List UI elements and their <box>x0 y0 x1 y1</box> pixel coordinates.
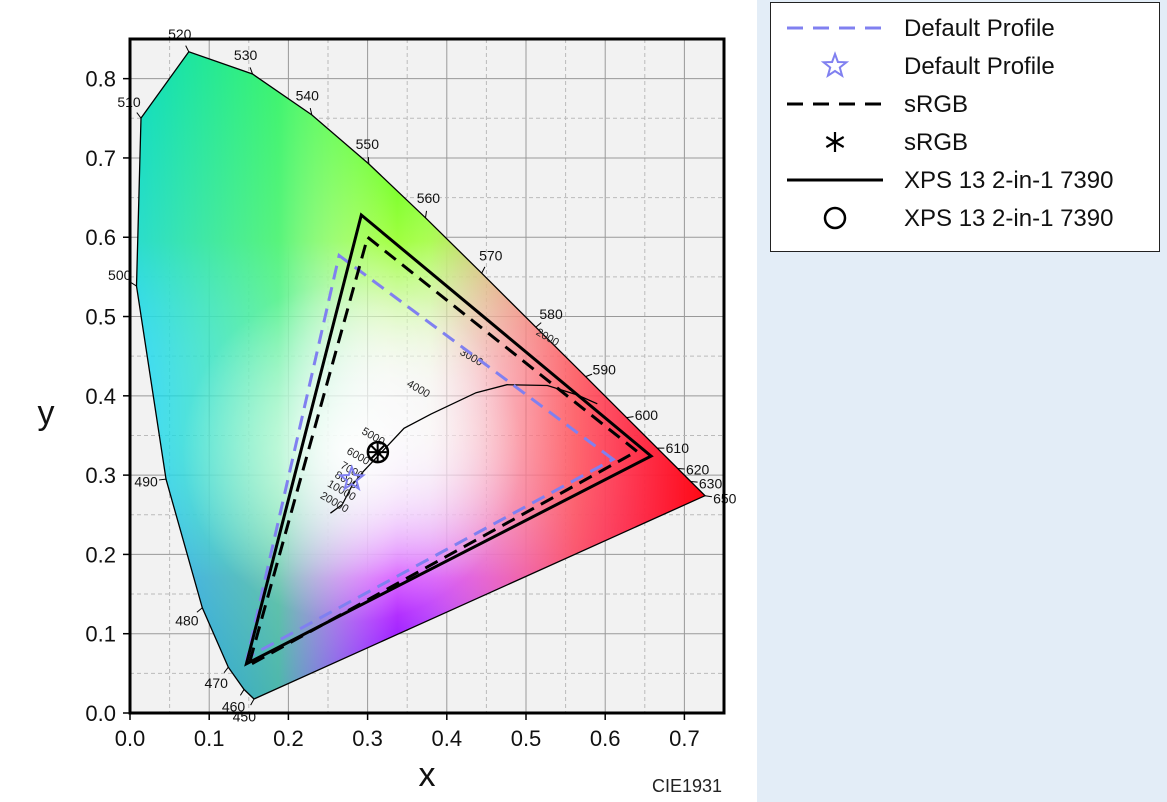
wavelength-tick <box>367 157 370 165</box>
legend-item: sRGB <box>771 123 1159 161</box>
legend-item: Default Profile <box>771 47 1159 85</box>
legend-label: XPS 13 2-in-1 7390 <box>904 205 1114 232</box>
legend-label: Default Profile <box>904 15 1055 42</box>
x-tick-label: 0.7 <box>669 726 700 751</box>
wavelength-label: 530 <box>234 47 258 63</box>
x-axis-label: x <box>419 756 436 794</box>
wavelength-tick <box>309 107 313 115</box>
wavelength-label: 460 <box>222 698 246 714</box>
whitepoint-circle <box>366 440 390 464</box>
legend-item: Default Profile <box>771 9 1159 47</box>
whitepoint-asterisk <box>370 445 385 460</box>
wavelength-tick <box>223 666 229 674</box>
whitepoint-star <box>337 464 366 492</box>
y-tick-label: 0.0 <box>85 701 116 726</box>
x-tick-label: 0.1 <box>194 726 225 751</box>
wavelength-label: 590 <box>593 361 617 377</box>
planckian-curve <box>330 384 598 514</box>
y-tick-label: 0.4 <box>85 384 116 409</box>
legend-item: sRGB <box>771 85 1159 123</box>
legend-symbol-line <box>787 178 883 182</box>
wavelength-tick <box>481 266 486 274</box>
wavelength-tick <box>185 45 190 53</box>
wavelength-label: 490 <box>134 474 158 490</box>
wavelength-tick <box>239 689 245 696</box>
wavelength-label: 630 <box>699 475 723 491</box>
y-tick-label: 0.1 <box>85 622 116 647</box>
wavelength-tick <box>249 67 253 75</box>
legend-symbol-asterisk <box>825 132 845 152</box>
wavelength-tick <box>130 281 137 287</box>
wavelength-label: 560 <box>417 190 441 206</box>
wavelength-label: 570 <box>479 247 503 263</box>
x-tick-label: 0.4 <box>432 726 463 751</box>
legend-item: XPS 13 2-in-1 7390 <box>771 199 1159 237</box>
legend-symbol-dash <box>787 26 883 30</box>
y-axis-label: y <box>38 394 55 432</box>
legend-label: XPS 13 2-in-1 7390 <box>904 167 1114 194</box>
wavelength-tick <box>585 373 593 378</box>
x-tick-label: 0.2 <box>273 726 304 751</box>
wavelength-label: 540 <box>296 87 320 103</box>
y-tick-label: 0.2 <box>85 542 116 567</box>
plot-frame <box>128 37 726 715</box>
chart-panel: 450 460 470 480 490 500 510 520 530 540 550 560 570 5… <box>0 0 757 802</box>
legend-symbol-star <box>820 51 850 79</box>
x-tick-label: 0.5 <box>511 726 542 751</box>
wavelength-tick <box>626 416 634 419</box>
legend-item: XPS 13 2-in-1 7390 <box>771 161 1159 199</box>
wavelength-tick <box>704 495 712 498</box>
wavelength-label: 620 <box>686 462 710 478</box>
cie-footnote: CIE1931 <box>652 776 723 796</box>
wavelength-label: 550 <box>356 136 380 152</box>
y-tick-label: 0.6 <box>85 225 116 250</box>
wavelength-tick <box>250 698 255 706</box>
wavelength-tick <box>425 210 428 218</box>
axes: 0.0 0.1 0.2 0.3 0.4 0.5 0.6 0.7 0.0 0.1 0.2 0.3 0.4 0… <box>85 67 699 751</box>
x-tick-label: 0.6 <box>590 726 621 751</box>
legend-symbol-circle <box>823 206 847 230</box>
gamut-triangles <box>244 212 654 669</box>
y-tick-label: 0.8 <box>85 67 116 92</box>
legend-label: sRGB <box>904 129 969 156</box>
wavelength-label: 470 <box>205 675 229 691</box>
wavelength-label: 500 <box>108 267 132 283</box>
x-tick-label: 0.0 <box>115 726 146 751</box>
legend-label: sRGB <box>904 91 969 118</box>
legend-label: Default Profile <box>904 53 1055 80</box>
gamut-circle <box>244 212 654 667</box>
legend-symbol-dash <box>787 102 883 106</box>
wavelength-tick <box>535 322 542 328</box>
wavelength-tick <box>196 607 203 613</box>
cie-chart: 4504604704804905005105205305405505605705… <box>38 26 737 794</box>
y-tick-label: 0.7 <box>85 146 116 171</box>
wavelength-label: 610 <box>666 440 690 456</box>
wavelength-tick <box>158 478 167 481</box>
wavelength-label: 480 <box>175 613 199 629</box>
wavelength-tick <box>136 112 142 119</box>
legend: Default Profile Default Profile sRGB sRGB XP… <box>770 2 1160 252</box>
wavelength-label: 580 <box>539 306 563 322</box>
y-tick-label: 0.3 <box>85 463 116 488</box>
x-tick-label: 0.3 <box>352 726 383 751</box>
wavelength-label: 600 <box>635 407 659 423</box>
wavelength-tick <box>690 480 698 483</box>
y-tick-label: 0.5 <box>85 305 116 330</box>
